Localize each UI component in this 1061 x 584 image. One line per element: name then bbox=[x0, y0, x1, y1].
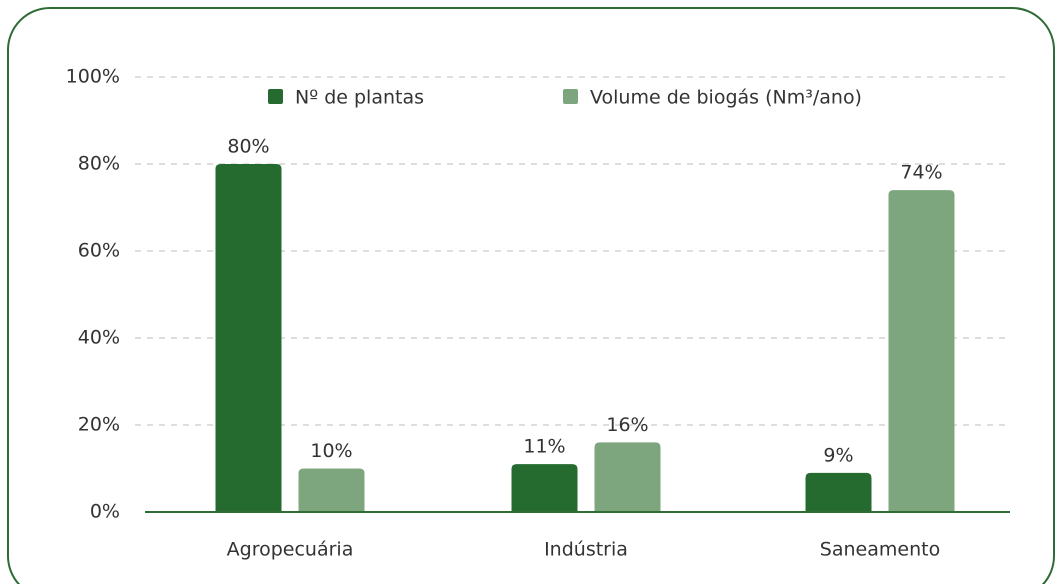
y-tick-label: 100% bbox=[66, 66, 120, 88]
data-label: 9% bbox=[823, 444, 853, 466]
bar bbox=[511, 464, 578, 512]
data-label: 16% bbox=[606, 414, 648, 436]
data-label: 80% bbox=[227, 136, 269, 158]
legend-label: Volume de biogás (Nm³/ano) bbox=[590, 87, 862, 109]
x-tick-label: Agropecuária bbox=[227, 539, 354, 561]
bar bbox=[594, 442, 661, 512]
frame bbox=[7, 7, 1055, 584]
bar bbox=[888, 190, 955, 512]
bar bbox=[298, 468, 365, 512]
y-tick-label: 0% bbox=[90, 501, 120, 523]
legend-swatch bbox=[563, 89, 578, 104]
data-label: 11% bbox=[523, 436, 565, 458]
data-label: 10% bbox=[310, 440, 352, 462]
legend-swatch bbox=[268, 89, 283, 104]
x-tick-label: Indústria bbox=[544, 539, 628, 561]
y-tick-label: 80% bbox=[78, 153, 120, 175]
y-tick-label: 60% bbox=[78, 240, 120, 262]
x-tick-label: Saneamento bbox=[820, 539, 940, 561]
y-tick-label: 20% bbox=[78, 414, 120, 436]
bar bbox=[805, 472, 872, 512]
y-tick-label: 40% bbox=[78, 327, 120, 349]
legend-label: Nº de plantas bbox=[295, 87, 424, 109]
bar bbox=[215, 164, 282, 512]
data-label: 74% bbox=[900, 162, 942, 184]
